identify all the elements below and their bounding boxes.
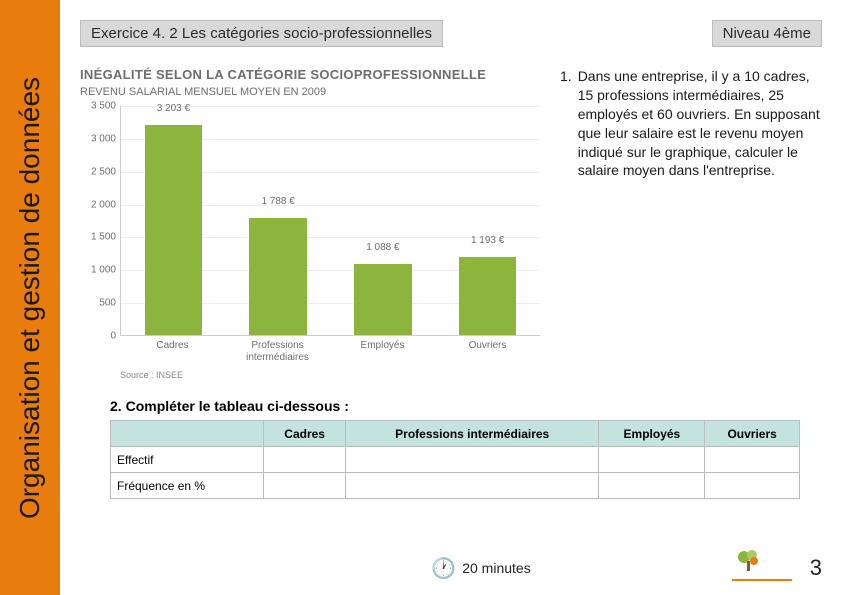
clock-icon: 🕐 [431,556,456,581]
chart-y-tick: 1 500 [91,232,116,243]
table-cell [345,447,599,473]
table-cell [264,447,345,473]
logo-underline [732,579,792,581]
chart-y-tick: 500 [99,298,116,309]
chart-bar [145,125,203,335]
table-col-header: Cadres [264,421,345,447]
table-row-header: Fréquence en % [111,473,264,499]
chart-y-tick: 1 000 [91,265,116,276]
table-wrap: Cadres Professions intermédiaires Employ… [110,420,800,499]
timer-label: 20 minutes [462,560,530,576]
chart-x-label: Cadres [120,340,225,364]
chart-y-tick: 2 500 [91,166,116,177]
chart-block: INÉGALITÉ SELON LA CATÉGORIE SOCIOPROFES… [80,67,540,380]
sidebar-title: Organisation et gestion de données [14,76,46,518]
chart-x-label: Ouvriers [435,340,540,364]
chart-bar [354,264,412,335]
chart-source: Source : INSEE [120,370,540,380]
tree-logo [732,547,792,581]
question-2-number: 2. [110,398,122,414]
chart-x-label: Professionsintermédiaires [225,340,330,364]
page-number: 3 [810,555,822,581]
data-table: Cadres Professions intermédiaires Employ… [110,420,800,499]
chart-subtitle: REVENU SALARIAL MENSUEL MOYEN EN 2009 [80,86,540,98]
timer: 🕐 20 minutes [431,556,530,581]
question-2: 2. Compléter le tableau ci-dessous : [110,398,822,414]
chart-x-labels: CadresProfessionsintermédiairesEmployésO… [120,340,540,364]
chart-title: INÉGALITÉ SELON LA CATÉGORIE SOCIOPROFES… [80,67,540,82]
table-row: Fréquence en % [111,473,800,499]
main-content: Exercice 4. 2 Les catégories socio-profe… [60,0,842,595]
table-cell [599,473,705,499]
table-row: Effectif [111,447,800,473]
chart-y-tick: 3 500 [91,101,116,112]
question-2-text: Compléter le tableau ci-dessous : [126,398,349,414]
chart-bar-label: 1 088 € [366,242,399,253]
exercise-title: Exercice 4. 2 Les catégories socio-profe… [80,20,443,47]
table-col-header: Professions intermédiaires [345,421,599,447]
chart-y-tick: 2 000 [91,199,116,210]
table-cell [705,447,800,473]
question-1-number: 1. [560,67,572,180]
main-row: INÉGALITÉ SELON LA CATÉGORIE SOCIOPROFES… [80,67,822,380]
question-1: 1. Dans une entreprise, il y a 10 cadres… [560,67,822,380]
table-cell [599,447,705,473]
chart-y-axis: 05001 0001 5002 0002 5003 0003 500 [80,106,120,336]
table-corner [111,421,264,447]
footer: 🕐 20 minutes 3 [140,555,822,581]
chart-bar-label: 3 203 € [157,103,190,114]
chart-y-tick: 0 [110,331,116,342]
question-1-text: Dans une entreprise, il y a 10 cadres, 1… [578,67,822,180]
table-cell [264,473,345,499]
level-badge: Niveau 4ème [712,20,822,47]
table-cell [705,473,800,499]
chart-bar-label: 1 193 € [471,235,504,246]
chart-plot: 3 203 € 1 788 € 1 088 € 1 193 € [120,106,540,336]
table-col-header: Ouvriers [705,421,800,447]
chart-y-tick: 3 000 [91,133,116,144]
chart-bar-label: 1 788 € [261,196,294,207]
chart-area: 05001 0001 5002 0002 5003 0003 500 3 203… [80,106,540,336]
chart-x-label: Employés [330,340,435,364]
table-row-header: Effectif [111,447,264,473]
header-row: Exercice 4. 2 Les catégories socio-profe… [80,20,822,47]
chart-bar [249,218,307,335]
table-col-header: Employés [599,421,705,447]
table-cell [345,473,599,499]
chart-bar [459,257,517,335]
sidebar-strip: Organisation et gestion de données [0,0,60,595]
